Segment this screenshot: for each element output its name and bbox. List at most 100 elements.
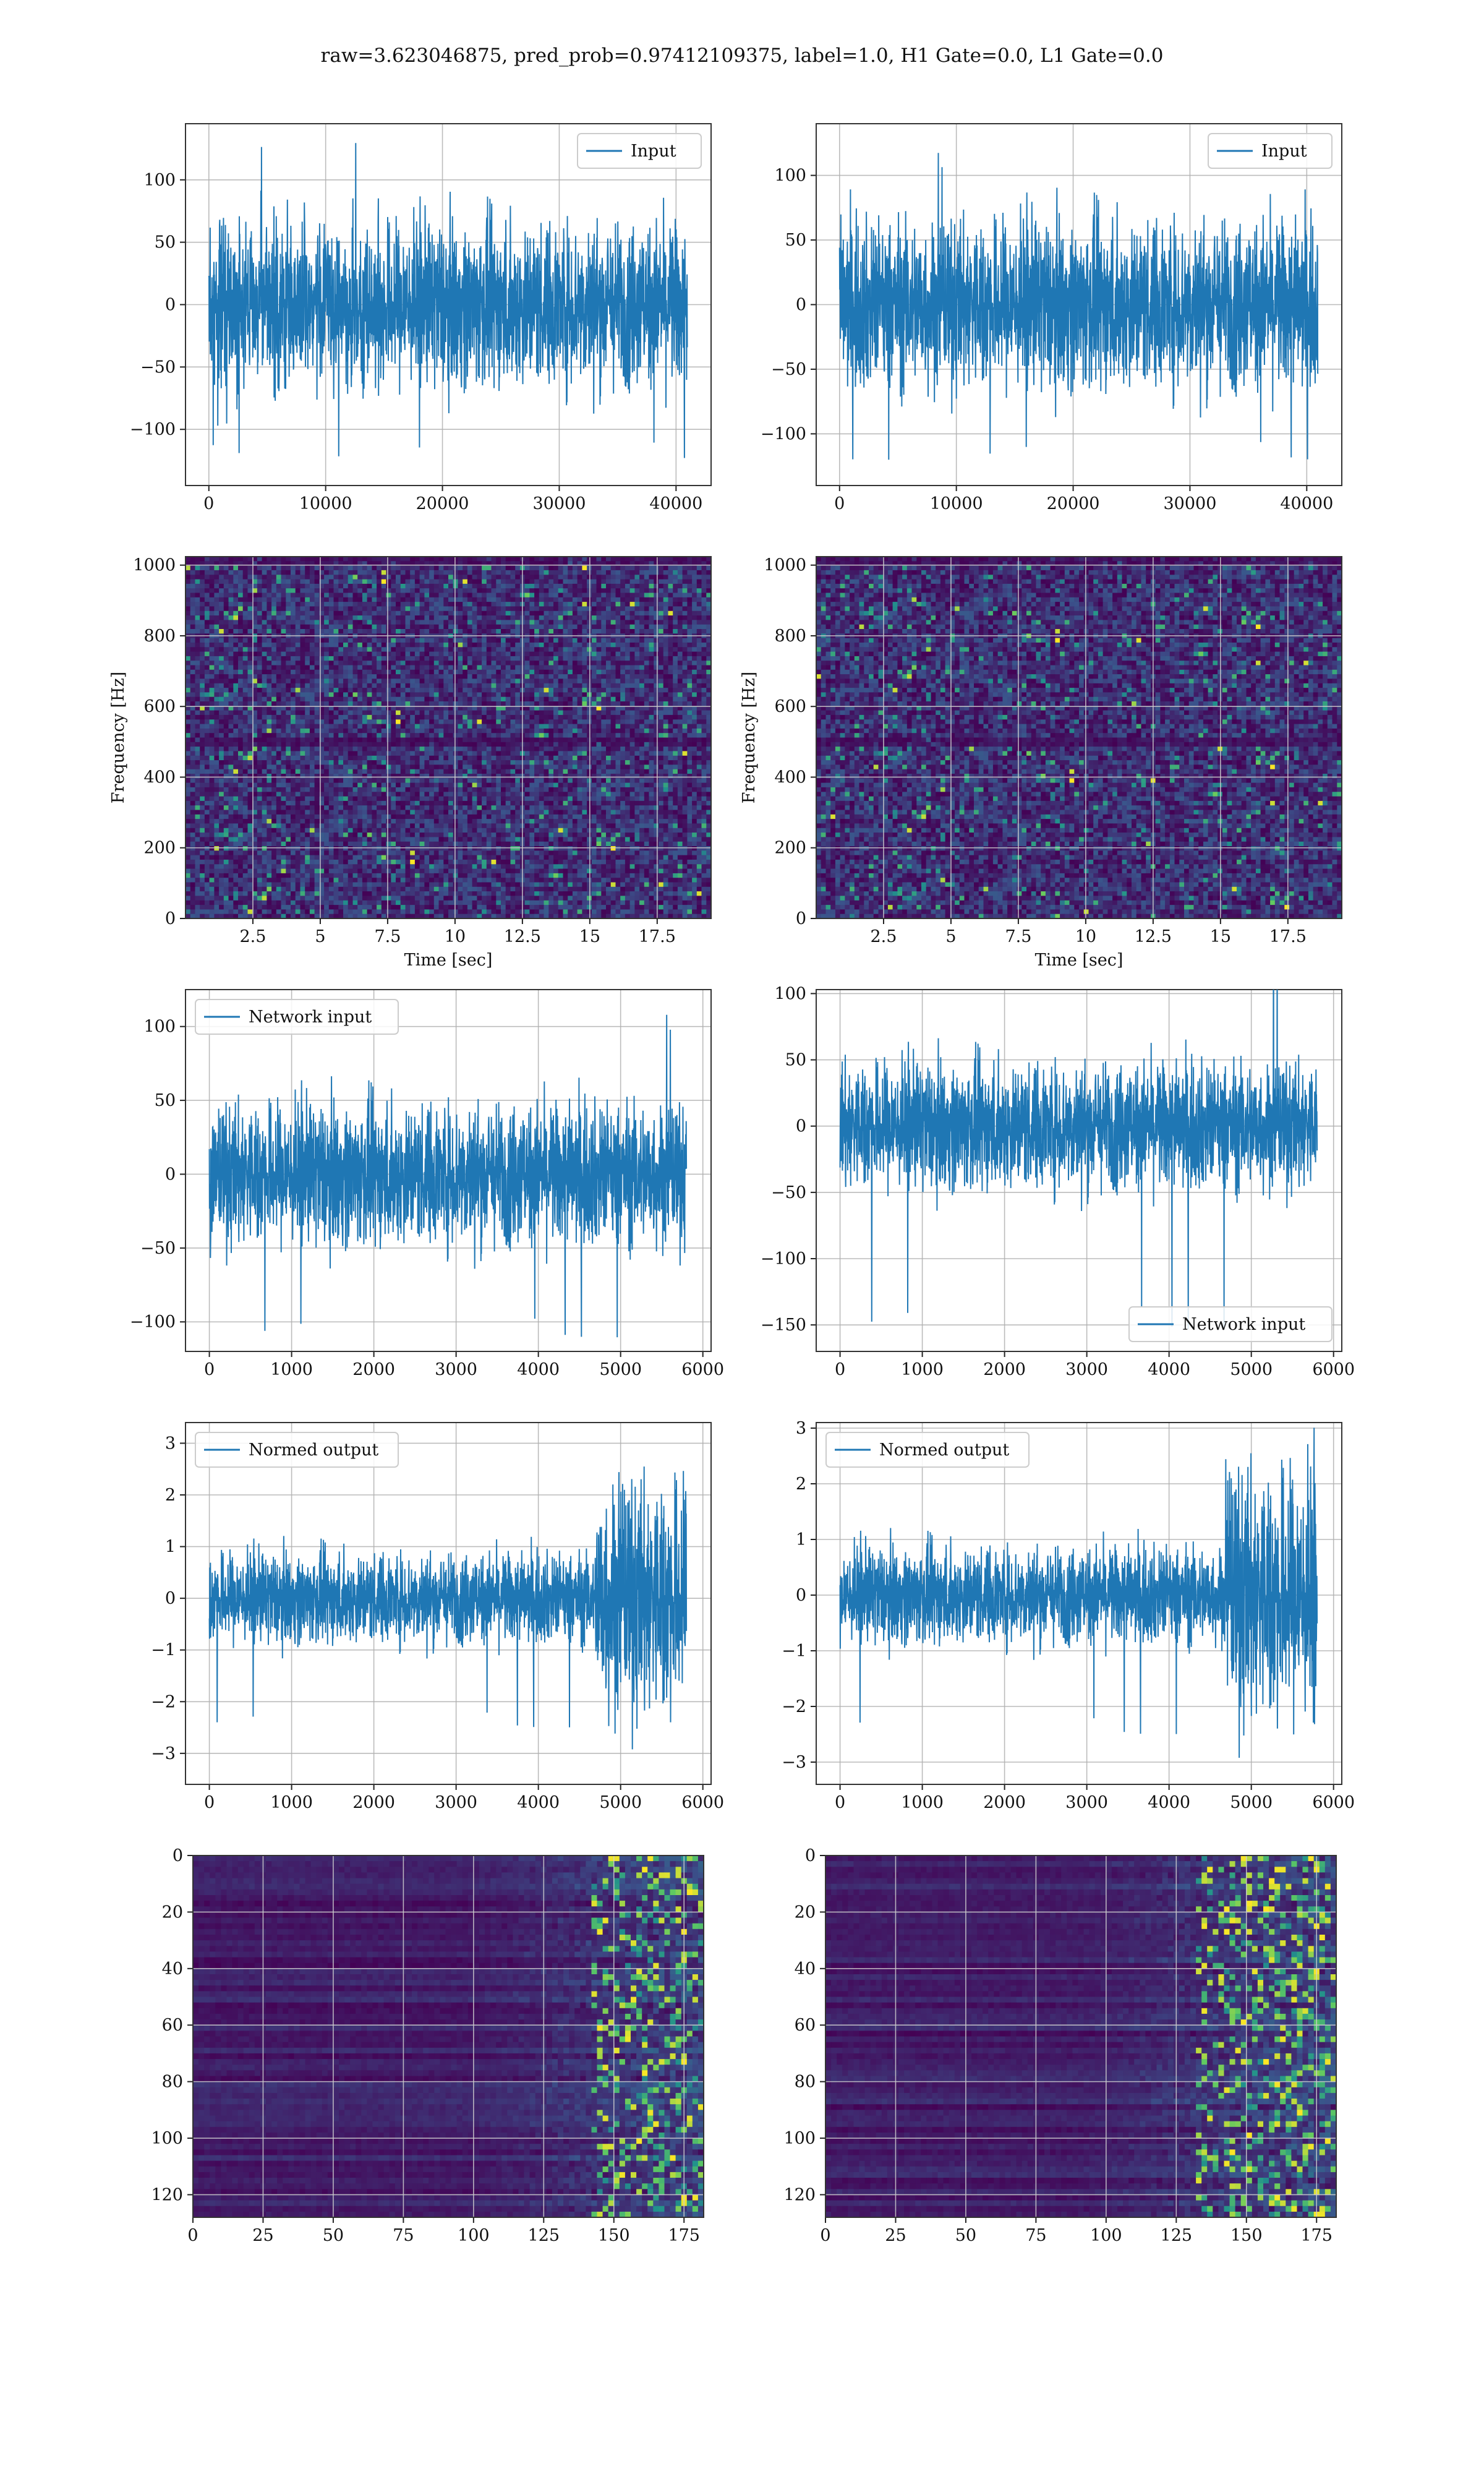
heatmap-cell: [678, 566, 683, 571]
heatmap-cell: [233, 606, 238, 611]
heatmap-cell: [348, 724, 353, 729]
heatmap-cell: [539, 674, 544, 679]
heatmap-cell: [692, 697, 697, 702]
heatmap-cell: [539, 575, 544, 580]
heatmap-cell: [271, 606, 276, 611]
heatmap-cell: [367, 666, 372, 670]
heatmap-cell: [329, 656, 334, 661]
heatmap-cell: [458, 575, 463, 580]
heatmap-cell: [195, 580, 200, 584]
heatmap-cell: [238, 620, 243, 625]
heatmap-cell: [219, 674, 224, 679]
heatmap-cell: [668, 711, 673, 716]
heatmap-cell: [525, 678, 530, 683]
heatmap-cell: [343, 575, 348, 580]
heatmap-cell: [296, 711, 301, 716]
heatmap-cell: [534, 652, 539, 657]
heatmap-cell: [210, 652, 215, 657]
heatmap-cell: [372, 584, 377, 589]
heatmap-cell: [338, 638, 343, 643]
heatmap-cell: [434, 719, 439, 724]
heatmap-cell: [410, 724, 415, 729]
heatmap-cell: [186, 688, 190, 693]
heatmap-cell: [262, 724, 267, 729]
heatmap-cell: [324, 678, 329, 683]
heatmap-cell: [453, 620, 458, 625]
heatmap-cell: [372, 588, 377, 593]
heatmap-cell: [410, 656, 415, 661]
heatmap-cell: [692, 638, 697, 643]
heatmap-cell: [338, 678, 343, 683]
heatmap-cell: [186, 570, 190, 575]
heatmap-cell: [611, 688, 616, 693]
heatmap-cell: [582, 625, 587, 630]
heatmap-cell: [233, 661, 238, 666]
heatmap-cell: [396, 719, 401, 724]
heatmap-cell: [291, 620, 296, 625]
heatmap-cell: [271, 674, 276, 679]
heatmap-cell: [673, 593, 678, 598]
heatmap-cell: [415, 570, 420, 575]
heatmap-cell: [424, 597, 429, 602]
heatmap-cell: [644, 606, 649, 611]
heatmap-cell: [429, 611, 434, 616]
heatmap-cell: [310, 715, 315, 720]
heatmap-cell: [362, 575, 367, 580]
heatmap-cell: [372, 597, 377, 602]
heatmap-cell: [558, 588, 563, 593]
heatmap-cell: [654, 670, 659, 675]
heatmap-cell: [291, 724, 296, 729]
heatmap-cell: [663, 661, 668, 666]
heatmap-cell: [630, 615, 635, 620]
heatmap-cell: [353, 697, 358, 702]
heatmap-cell: [620, 593, 625, 598]
heatmap-cell: [281, 620, 286, 625]
heatmap-cell: [229, 678, 234, 683]
heatmap-cell: [382, 629, 386, 634]
heatmap-cell: [472, 575, 477, 580]
heatmap-cell: [362, 656, 367, 661]
heatmap-cell: [267, 701, 271, 706]
heatmap-cell: [391, 688, 396, 693]
heatmap-cell: [401, 647, 406, 652]
heatmap-cell: [448, 692, 453, 697]
heatmap-cell: [372, 715, 377, 720]
heatmap-cell: [558, 692, 563, 697]
heatmap-cell: [463, 711, 467, 716]
heatmap-cell: [678, 643, 683, 648]
heatmap-cell: [362, 588, 367, 593]
heatmap-cell: [606, 602, 611, 607]
heatmap-cell: [548, 566, 553, 571]
heatmap-cell: [386, 701, 391, 706]
heatmap-cell: [568, 580, 573, 584]
heatmap-cell: [377, 711, 382, 716]
heatmap-cell: [186, 557, 190, 562]
heatmap-cell: [639, 557, 644, 562]
heatmap-cell: [396, 692, 401, 697]
heatmap-cell: [492, 584, 497, 589]
heatmap-cell: [343, 724, 348, 729]
heatmap-cell: [606, 652, 611, 657]
heatmap-cell: [233, 688, 238, 693]
heatmap-cell: [310, 701, 315, 706]
heatmap-cell: [343, 584, 348, 589]
heatmap-cell: [448, 602, 453, 607]
heatmap-cell: [506, 724, 511, 729]
heatmap-cell: [391, 661, 396, 666]
heatmap-cell: [301, 620, 305, 625]
heatmap-cell: [539, 625, 544, 630]
heatmap-cell: [601, 674, 606, 679]
heatmap-cell: [597, 606, 602, 611]
heatmap-cell: [315, 697, 320, 702]
heatmap-cell: [248, 692, 253, 697]
heatmap-cell: [534, 697, 539, 702]
heatmap-cell: [210, 638, 215, 643]
heatmap-cell: [343, 666, 348, 670]
heatmap-cell: [324, 701, 329, 706]
heatmap-cell: [439, 575, 444, 580]
heatmap-cell: [678, 683, 683, 688]
heatmap-cell: [678, 557, 683, 562]
heatmap-cell: [205, 588, 210, 593]
heatmap-cell: [257, 597, 262, 602]
heatmap-cell: [334, 570, 339, 575]
